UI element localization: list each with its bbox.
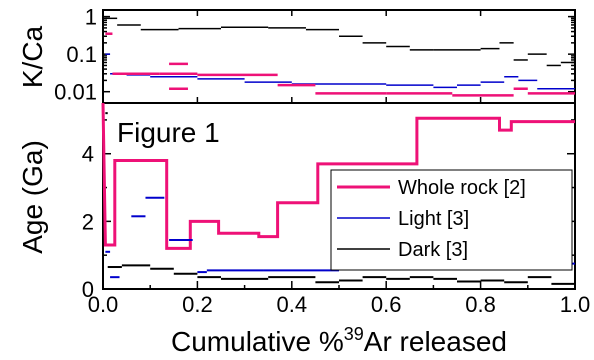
xlabel-part-1: Cumulative % (171, 326, 344, 357)
xlabel-superscript: 39 (344, 324, 364, 344)
age-line-whole-rock (101, 102, 575, 250)
age-xlabel: Cumulative %39Ar released (171, 324, 507, 357)
kca-ytick-label: 1 (85, 5, 97, 30)
legend: Whole rock [2] Light [3] Dark [3] (330, 169, 573, 271)
figure-label: Figure 1 (117, 117, 220, 148)
age-xtick-label: 0.6 (371, 292, 402, 317)
age-ylabel: Age (Ga) (17, 140, 48, 254)
kca-panel: K/Ca 1 0.1 0.01 (17, 5, 576, 105)
legend-items: Whole rock [2] Light [3] Dark [3] (337, 177, 526, 261)
legend-label: Dark [3] (398, 239, 468, 261)
kca-ytick-label: 0.01 (54, 80, 97, 105)
age-xtick-label: 0.0 (88, 292, 119, 317)
age-xtick-label: 0.8 (465, 292, 496, 317)
age-yticks: 0 2 4 (82, 119, 575, 302)
kca-ylabel: K/Ca (17, 25, 48, 88)
age-xtick-label: 0.4 (277, 292, 308, 317)
age-ytick-label: 4 (82, 142, 94, 167)
age-xtick-label: 1.0 (560, 292, 591, 317)
age-xtick-label: 0.2 (182, 292, 213, 317)
kca-yticks: 1 0.1 0.01 (54, 5, 575, 105)
xlabel-part-2: Ar released (364, 326, 507, 357)
kca-series (102, 10, 576, 103)
legend-label: Whole rock [2] (398, 177, 526, 199)
legend-label: Light [3] (398, 208, 469, 230)
age-ytick-label: 2 (82, 209, 94, 234)
age-xticks: 0.0 0.2 0.4 0.6 0.8 1.0 (88, 281, 591, 317)
age-ytick-label: 0 (82, 277, 94, 302)
kca-ytick-label: 0.1 (66, 42, 97, 67)
age-panel: Figure 1 Age (Ga) Cumulative %39Ar relea… (17, 102, 591, 357)
